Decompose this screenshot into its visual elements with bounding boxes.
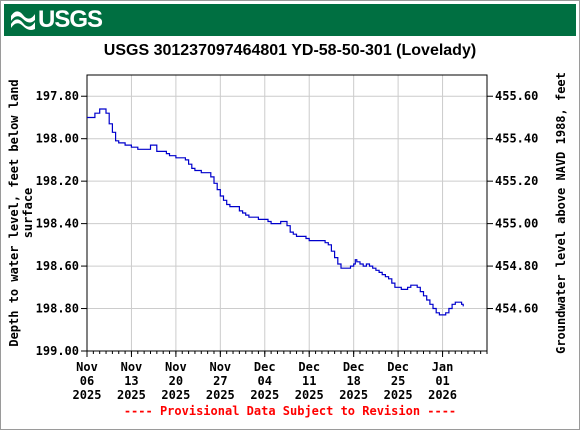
- y-axis-label: Depth to water level, feet below land: [7, 79, 21, 346]
- x-tick-label: 2025: [161, 388, 190, 402]
- chart-title: USGS 301237097464801 YD-58-50-301 (Lovel…: [103, 42, 477, 59]
- y2-tick-label: 455.20: [495, 174, 538, 188]
- usgs-logo-text: USGS: [38, 6, 103, 33]
- x-tick-label: Nov: [209, 360, 231, 374]
- x-tick-label: 2025: [73, 388, 102, 402]
- plot-area: [86, 74, 488, 352]
- x-tick-label: Nov: [165, 360, 187, 374]
- grid-lines: [86, 75, 487, 352]
- y-tick-label: 198.80: [36, 302, 79, 316]
- x-tick-label: 2025: [339, 388, 368, 402]
- x-tick-label: 18: [346, 374, 360, 388]
- x-tick-label: 2026: [428, 388, 457, 402]
- x-tick-label: Nov: [121, 360, 143, 374]
- usgs-logo[interactable]: USGS: [10, 6, 103, 33]
- y2-tick-label: 454.60: [495, 302, 538, 316]
- axis-ticks: 197.80 198.00 198.20 198.40 198.60 198.80 199.…: [36, 89, 539, 402]
- x-tick-label: Jan: [432, 360, 454, 374]
- x-tick-label: 2025: [384, 388, 413, 402]
- y2-tick-label: 455.40: [495, 132, 538, 146]
- y-axis-label: surface: [21, 188, 35, 239]
- x-tick-label: 06: [80, 374, 94, 388]
- x-tick-label: Dec: [254, 360, 276, 374]
- y-tick-label: 198.60: [36, 259, 79, 273]
- x-tick-label: 01: [435, 374, 449, 388]
- x-tick-label: 11: [302, 374, 316, 388]
- y2-tick-label: 455.00: [495, 217, 538, 231]
- x-tick-label: 2025: [206, 388, 235, 402]
- y-tick-label: 198.40: [36, 217, 79, 231]
- y2-axis-label: Groundwater level above NAVD 1988, feet: [554, 72, 568, 354]
- x-tick-label: 2025: [117, 388, 146, 402]
- y-tick-label: 198.20: [36, 174, 79, 188]
- data-series-line: [87, 108, 464, 316]
- usgs-wave-icon: [11, 11, 35, 30]
- x-tick-label: 25: [391, 374, 405, 388]
- x-tick-label: 27: [213, 374, 227, 388]
- provisional-data-note: ---- Provisional Data Subject to Revisio…: [123, 404, 457, 418]
- x-tick-label: Dec: [387, 360, 409, 374]
- x-tick-label: Dec: [298, 360, 320, 374]
- x-tick-label: 04: [258, 374, 272, 388]
- x-tick-label: 13: [124, 374, 138, 388]
- series-layer: [87, 108, 464, 316]
- x-tick-label: Nov: [76, 360, 98, 374]
- axis-labels: Depth to water level, feet below land sur…: [7, 72, 568, 354]
- y-tick-label: 197.80: [36, 89, 79, 103]
- usgs-banner: USGS: [4, 4, 576, 36]
- x-tick-label: Dec: [343, 360, 365, 374]
- y2-tick-label: 454.80: [495, 259, 538, 273]
- y-tick-label: 199.00: [36, 344, 79, 358]
- x-tick-label: 2025: [295, 388, 324, 402]
- y-tick-label: 198.00: [36, 132, 79, 146]
- x-tick-label: 20: [169, 374, 183, 388]
- x-tick-label: 2025: [250, 388, 279, 402]
- y2-tick-label: 455.60: [495, 89, 538, 103]
